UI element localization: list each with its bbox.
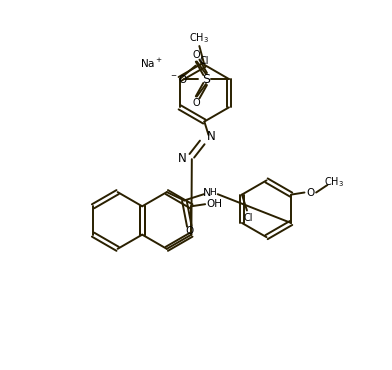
Text: Na$^+$: Na$^+$ [140, 57, 163, 70]
Text: $^-$O: $^-$O [169, 73, 187, 85]
Text: S: S [202, 73, 210, 85]
Text: N: N [178, 152, 187, 165]
Text: CH$_3$: CH$_3$ [325, 175, 345, 189]
Text: Cl: Cl [199, 56, 209, 65]
Text: OH: OH [207, 199, 223, 209]
Text: H: H [209, 188, 216, 197]
Text: N: N [203, 188, 211, 198]
Text: O: O [193, 98, 201, 108]
Text: O: O [193, 50, 201, 60]
Text: N: N [207, 130, 216, 143]
Text: O: O [185, 226, 193, 236]
Text: O: O [306, 188, 314, 198]
Text: CH$_3$: CH$_3$ [189, 31, 209, 45]
Text: Cl: Cl [243, 212, 252, 222]
